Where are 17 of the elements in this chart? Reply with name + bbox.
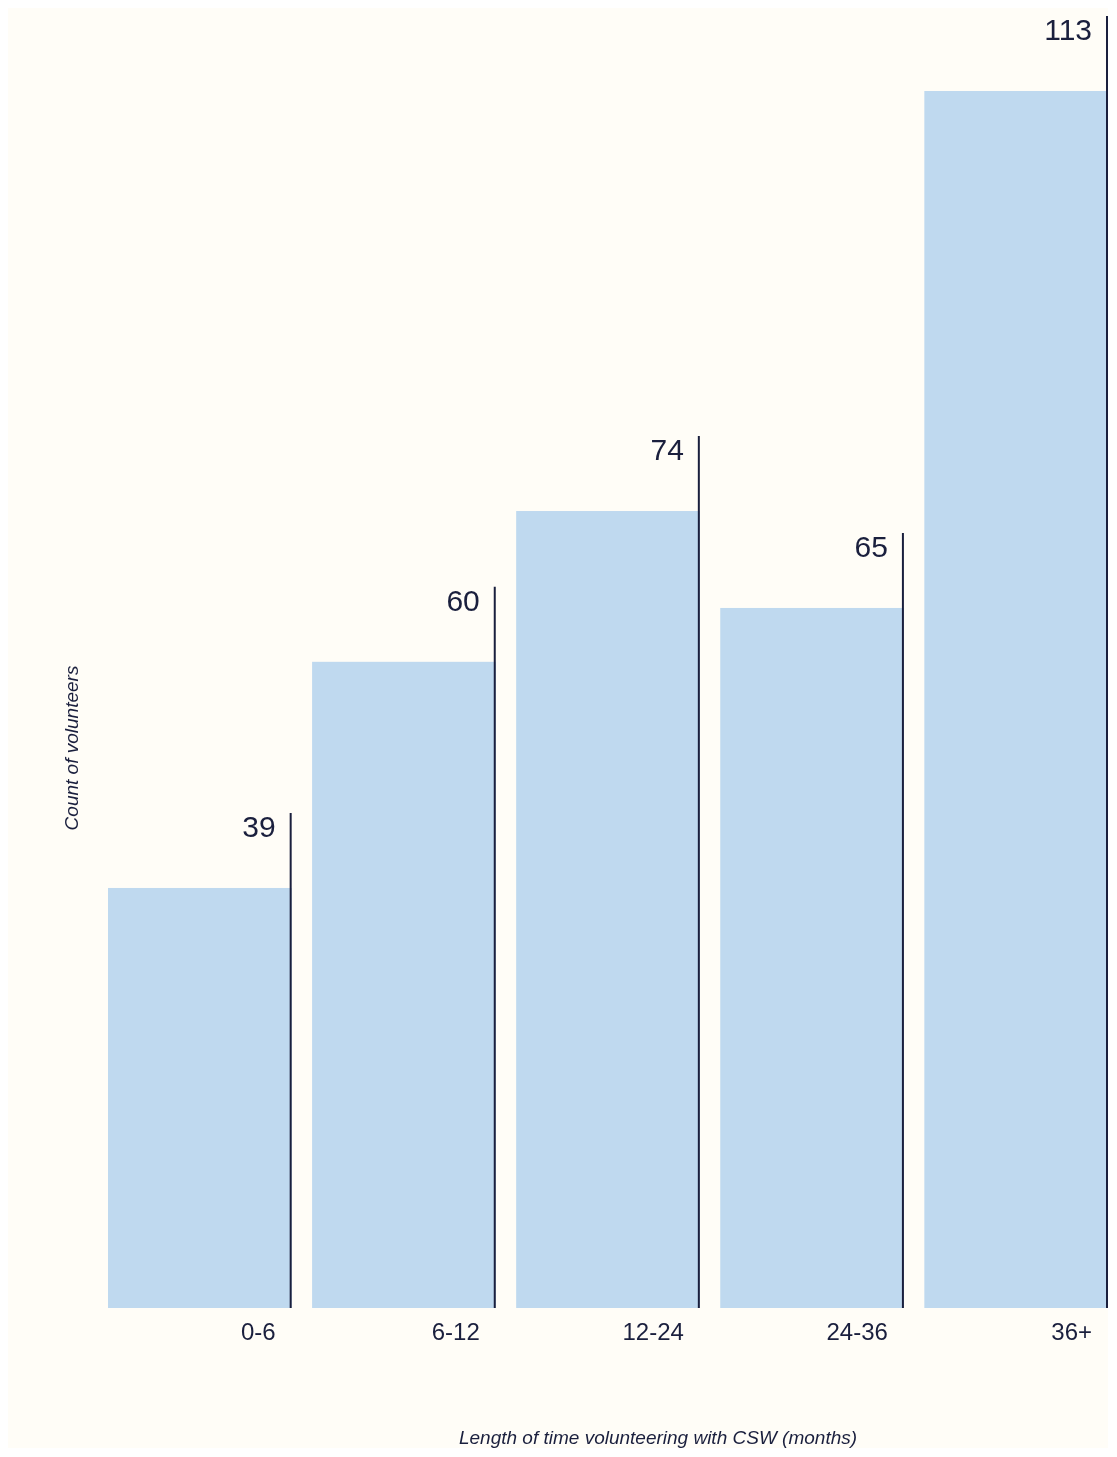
bar	[720, 607, 904, 1308]
data-label: 39	[242, 809, 276, 843]
data-label: 60	[446, 583, 480, 617]
bar	[108, 887, 292, 1308]
x-axis-title: Length of time volunteering with CSW (months)	[458, 1427, 858, 1448]
x-tick-label: 24-36	[826, 1318, 888, 1345]
bar	[312, 661, 496, 1308]
data-label: 65	[854, 529, 888, 563]
y-axis-title: Count of volunteers	[61, 665, 82, 831]
data-label: 74	[650, 433, 684, 467]
x-tick-label: 12-24	[622, 1318, 684, 1345]
x-tick-label: 0-6	[240, 1318, 276, 1345]
bar	[516, 511, 700, 1308]
x-tick-label: 36+	[1051, 1318, 1092, 1345]
x-tick-label: 6-12	[431, 1318, 480, 1345]
bar	[924, 91, 1108, 1308]
data-label: 113	[1044, 13, 1092, 46]
